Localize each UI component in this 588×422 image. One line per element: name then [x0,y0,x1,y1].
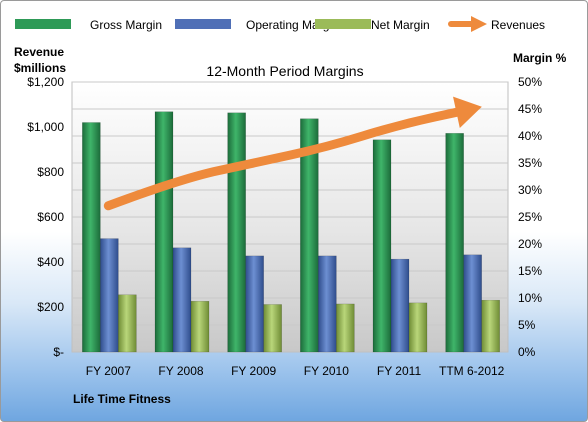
right-tick-label: 0% [518,345,536,359]
left-tick-label: $400 [37,255,64,269]
right-axis-label: Margin % [513,51,567,65]
right-axis-ticks: 0% 5% 10% 15% 20% 25% 30% 35% 40% 45% 50% [518,75,542,359]
bars-group [82,111,500,353]
right-tick-label: 10% [518,291,542,305]
right-tick-label: 40% [518,129,542,143]
left-tick-label: $1,000 [27,120,64,134]
x-tick-label: FY 2009 [231,364,276,378]
bar-net-margin [336,303,355,353]
footer-label: Life Time Fitness [73,392,171,406]
bar-operating-margin [318,255,337,353]
x-axis-ticks: FY 2007 FY 2008 FY 2009 FY 2010 FY 2011 TTM 6… [86,364,505,378]
bar-net-margin [263,304,282,353]
bar-gross-margin [227,112,246,353]
x-tick-label: TTM 6-2012 [439,364,505,378]
x-tick-label: FY 2007 [86,364,131,378]
bar-net-margin [118,294,137,353]
left-axis-label-line2: $millions [14,61,66,75]
right-tick-label: 30% [518,183,542,197]
left-tick-label: $800 [37,165,64,179]
bar-net-margin [481,299,500,353]
left-tick-label: $600 [37,210,64,224]
left-axis-label-line1: Revenue [14,45,64,59]
left-tick-label: $- [53,345,64,359]
legend-swatch-revenues [448,16,487,32]
legend-label-net-margin: Net Margin [371,18,430,32]
right-tick-label: 50% [518,75,542,89]
bar-operating-margin [245,255,264,353]
revenue-trend-line [103,107,461,211]
left-tick-label: $1,200 [27,75,64,89]
left-axis-ticks: $- $200 $400 $600 $800 $1,000 $1,200 [27,75,64,359]
right-tick-label: 20% [518,237,542,251]
bar-operating-margin [390,258,410,353]
right-tick-label: 15% [518,264,542,278]
bar-gross-margin [372,139,392,353]
left-tick-label: $200 [37,300,64,314]
right-tick-label: 45% [518,102,542,116]
revenue-trend [103,96,482,211]
chart-title: 12-Month Period Margins [206,63,363,79]
x-tick-label: FY 2011 [377,364,422,378]
bar-gross-margin [300,118,319,353]
gridlines [72,81,508,326]
bar-net-margin [190,300,210,353]
bar-gross-margin [445,133,464,353]
bar-net-margin [408,302,428,353]
bar-operating-margin [172,247,192,353]
legend-swatch-net-margin [315,19,371,29]
x-tick-label: FY 2010 [304,364,349,378]
legend: Gross Margin Operating Margin Net Margin… [15,16,545,32]
bar-gross-margin [82,122,101,353]
right-tick-label: 35% [518,156,542,170]
right-tick-label: 25% [518,210,542,224]
bar-gross-margin [154,111,174,353]
legend-label-revenues: Revenues [491,18,545,32]
legend-swatch-gross-margin [15,19,71,29]
x-tick-label: FY 2008 [158,364,203,378]
revenue-trend-arrowhead [453,96,482,128]
bar-operating-margin [463,254,482,353]
right-tick-label: 5% [518,318,536,332]
bar-operating-margin [100,238,119,353]
legend-label-gross-margin: Gross Margin [90,18,162,32]
legend-swatch-operating-margin [175,19,231,29]
